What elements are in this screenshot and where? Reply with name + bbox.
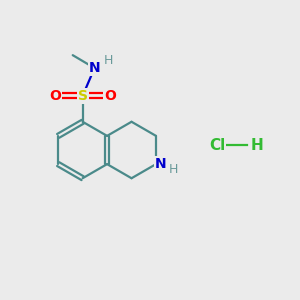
Text: O: O (50, 89, 61, 103)
Text: S: S (78, 89, 88, 103)
Text: N: N (154, 157, 166, 171)
Text: H: H (169, 163, 178, 176)
Text: H: H (250, 137, 263, 152)
Text: Cl: Cl (209, 137, 226, 152)
Text: H: H (104, 54, 114, 67)
Text: O: O (104, 89, 116, 103)
Text: N: N (89, 61, 100, 75)
